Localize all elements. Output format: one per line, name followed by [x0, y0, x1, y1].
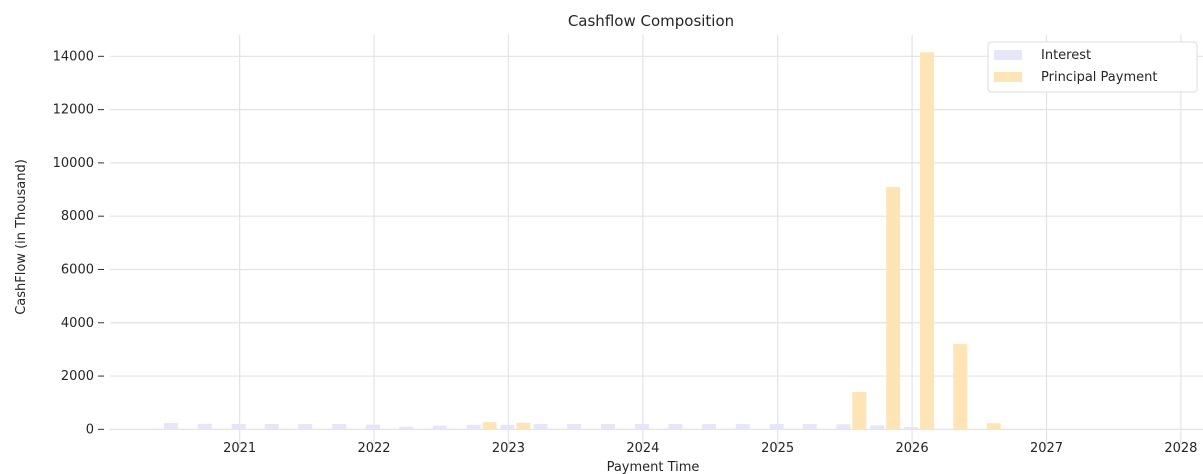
- principal-payment-bar: [516, 422, 531, 430]
- interest-bar: [937, 428, 952, 430]
- interest-bar: [870, 425, 885, 430]
- y-tick-label: 6000: [61, 262, 94, 277]
- legend-swatch: [994, 72, 1022, 82]
- interest-bar: [500, 424, 515, 430]
- legend-box: [987, 41, 1198, 93]
- y-tick-label: 2000: [61, 369, 94, 384]
- legend-swatch: [994, 50, 1022, 60]
- x-tick-label: 2022: [357, 441, 390, 456]
- interest-bar: [701, 424, 716, 430]
- legend-label: Principal Payment: [1041, 70, 1157, 85]
- interest-bar: [735, 424, 750, 430]
- interest-bar: [298, 424, 313, 430]
- interest-bar: [668, 424, 683, 430]
- principal-payment-bar: [953, 344, 968, 430]
- interest-bar: [634, 424, 649, 430]
- chart-title: Cashflow Composition: [568, 12, 734, 30]
- x-tick-label: 2025: [761, 441, 794, 456]
- interest-bar: [197, 423, 212, 430]
- y-tick-label: 0: [86, 422, 94, 437]
- x-tick-label: 2023: [492, 441, 525, 456]
- interest-bar: [533, 424, 548, 430]
- axis-layer: 0 2000 4000 6000 8000 10000 12000 14000 2021 2022…: [53, 49, 1198, 456]
- x-tick-label: 2021: [223, 441, 256, 456]
- y-tick-label: 4000: [61, 316, 94, 331]
- interest-bar: [836, 424, 851, 430]
- x-tick-label: 2027: [1030, 441, 1063, 456]
- interest-bar: [466, 424, 481, 430]
- principal-payment-bar: [986, 423, 1001, 430]
- principal-payment-bar: [482, 422, 497, 430]
- interest-bar: [366, 424, 381, 430]
- y-axis-label: CashFlow (in Thousand): [14, 159, 29, 315]
- x-tick-label: 2026: [896, 441, 929, 456]
- interest-bar: [163, 422, 178, 430]
- x-axis-label: Payment Time: [607, 460, 700, 474]
- interest-bar: [399, 426, 414, 430]
- interest-bar: [332, 424, 347, 430]
- bar-layer: [163, 52, 1001, 430]
- interest-bar: [432, 425, 447, 430]
- principal-payment-bar: [886, 186, 901, 430]
- y-tick-label: 10000: [53, 156, 94, 171]
- interest-bar: [231, 424, 246, 430]
- x-tick-label: 2024: [626, 441, 659, 456]
- legend: Interest Principal Payment: [987, 41, 1198, 93]
- principal-payment-bar: [920, 52, 935, 430]
- principal-payment-bar: [852, 392, 867, 430]
- grid-layer: [110, 35, 1203, 448]
- y-tick-label: 14000: [53, 49, 94, 64]
- interest-bar: [600, 424, 615, 430]
- x-tick-label: 2028: [1164, 441, 1197, 456]
- interest-bar: [567, 424, 582, 430]
- interest-bar: [802, 424, 817, 430]
- interest-bar: [264, 424, 279, 430]
- y-tick-label: 8000: [61, 209, 94, 224]
- legend-label: Interest: [1041, 48, 1091, 63]
- y-tick-label: 12000: [53, 103, 94, 118]
- interest-bar: [904, 426, 919, 430]
- interest-bar: [769, 424, 784, 430]
